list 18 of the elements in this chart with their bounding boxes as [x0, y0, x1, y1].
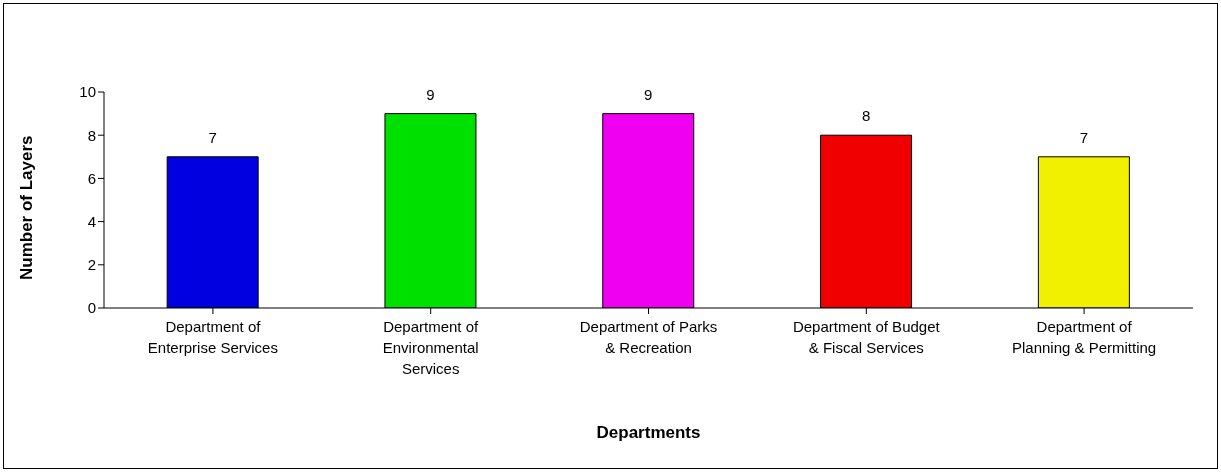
x-tick-label: Department of Planning & Permitting — [1011, 318, 1157, 356]
data-label: 8 — [861, 107, 871, 125]
y-tick-label: 6 — [87, 169, 96, 187]
y-tick-label: 10 — [79, 83, 96, 101]
x-axis-title: Departments — [596, 423, 701, 442]
y-tick-label: 0 — [87, 299, 96, 317]
data-label: 7 — [1079, 128, 1089, 146]
x-tick-label: Department of Parks & Recreation — [579, 318, 718, 356]
y-axis-title: Number of Layers — [17, 135, 37, 280]
y-tick-label: 2 — [87, 256, 96, 274]
x-tick-label: Department of Environmental Services — [382, 318, 480, 377]
y-tick-label: 4 — [87, 212, 96, 230]
data-label: 7 — [208, 128, 217, 146]
data-label: 9 — [426, 85, 435, 103]
y-tick-label: 8 — [87, 126, 96, 144]
data-label: 9 — [644, 85, 653, 103]
x-tick-label: Department of Enterprise Services — [147, 318, 278, 356]
x-tick-label: Department of Budget & Fiscal Services — [792, 318, 941, 356]
